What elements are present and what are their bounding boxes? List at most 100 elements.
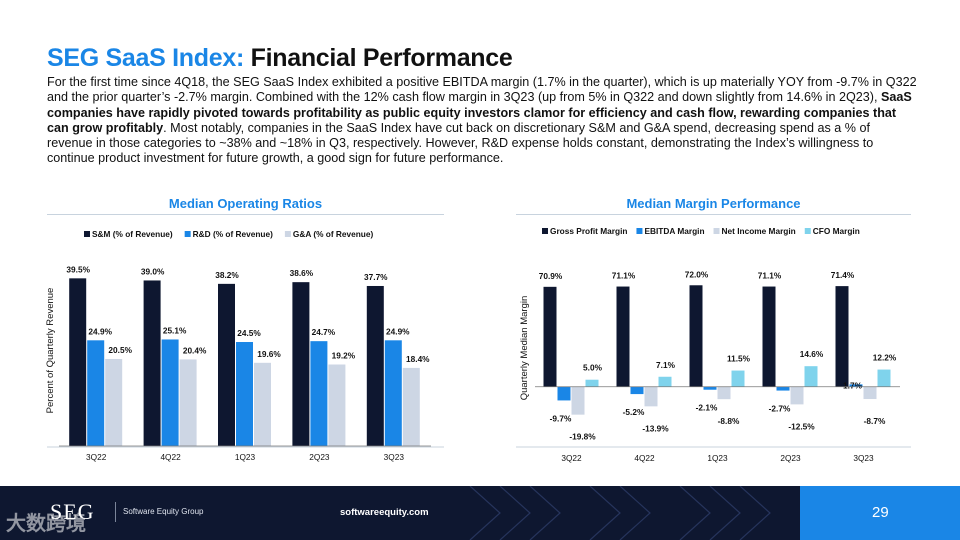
c1-x-tick-2: 1Q23 bbox=[235, 452, 256, 462]
c2-bar-3-0 bbox=[585, 379, 599, 387]
c2-data-label-2-3: -12.5% bbox=[788, 421, 815, 431]
c2-data-label-1-1: -5.2% bbox=[623, 407, 645, 417]
c1-x-tick-0: 3Q22 bbox=[86, 452, 107, 462]
c2-x-tick-2: 1Q23 bbox=[707, 453, 728, 463]
c1-bar-0-3 bbox=[292, 282, 310, 446]
c2-bar-0-3 bbox=[762, 286, 776, 387]
c1-data-label-0-4: 37.7% bbox=[364, 272, 388, 282]
company-name: Software Equity Group bbox=[123, 507, 204, 516]
c1-bar-0-2 bbox=[218, 283, 235, 446]
c1-x-tick-4: 3Q23 bbox=[384, 452, 405, 462]
c2-bar-1-0 bbox=[557, 386, 571, 401]
c1-bar-1-0 bbox=[87, 340, 105, 446]
intro-text-1: For the first time since 4Q18, the SEG S… bbox=[47, 75, 917, 105]
c2-bar-1-3 bbox=[776, 386, 790, 391]
c2-data-label-1-0: -9.7% bbox=[550, 413, 572, 423]
intro-bold-text: SaaS companies have rapidly pivoted towa… bbox=[47, 90, 912, 135]
chart1-title: Median Operating Ratios bbox=[168, 196, 323, 211]
title-rest: Financial Performance bbox=[250, 44, 513, 72]
c2-data-label-0-3: 71.1% bbox=[758, 271, 782, 281]
c1-bar-2-3 bbox=[328, 364, 346, 446]
c2-data-label-2-0: -19.8% bbox=[569, 432, 596, 442]
c1-bar-2-2 bbox=[254, 362, 271, 446]
c2-bar-0-4 bbox=[835, 286, 849, 387]
c1-bar-1-2 bbox=[236, 342, 253, 446]
footer-chevron-pattern bbox=[469, 486, 771, 540]
c2-bar-3-2 bbox=[731, 370, 745, 387]
c2-data-label-0-4: 71.4% bbox=[831, 270, 855, 280]
c1-data-label-2-0: 20.5% bbox=[108, 345, 132, 355]
c1-data-label-2-1: 20.4% bbox=[183, 345, 207, 355]
c1-data-label-2-4: 18.4% bbox=[406, 354, 430, 364]
c2-legend-swatch-3 bbox=[804, 228, 811, 234]
c1-bar-0-1 bbox=[143, 280, 161, 446]
c1-legend-swatch-0 bbox=[84, 231, 90, 237]
c1-data-label-2-3: 19.2% bbox=[332, 351, 356, 361]
c2-data-label-0-2: 72.0% bbox=[685, 269, 709, 279]
watermark-logo: 大数跨境 bbox=[6, 513, 86, 535]
intro-paragraph: For the first time since 4Q18, the SEG S… bbox=[47, 75, 917, 167]
c1-data-label-1-4: 24.9% bbox=[386, 326, 410, 336]
c2-legend-label-1: EBITDA Margin bbox=[644, 226, 704, 236]
c2-bar-1-2 bbox=[703, 386, 717, 390]
c2-legend-swatch-0 bbox=[542, 228, 548, 234]
c1-legend-swatch-2 bbox=[284, 231, 291, 237]
c1-x-tick-1: 4Q22 bbox=[160, 452, 181, 462]
c1-data-label-1-1: 25.1% bbox=[163, 325, 187, 335]
c2-data-label-1-3: -2.7% bbox=[769, 404, 791, 414]
c2-bar-2-3 bbox=[790, 386, 804, 405]
c1-bar-2-1 bbox=[179, 359, 197, 446]
website-link[interactable]: softwareequity.com bbox=[340, 507, 429, 518]
c2-x-tick-1: 4Q22 bbox=[634, 453, 655, 463]
c2-legend-swatch-1 bbox=[636, 228, 643, 234]
c2-data-label-1-4: 1.7% bbox=[843, 380, 863, 390]
page-number-panel bbox=[800, 486, 960, 540]
c2-data-label-2-4: -8.7% bbox=[864, 416, 886, 426]
intro-text-2: . Most notably, companies in the SaaS In… bbox=[47, 120, 874, 166]
c1-y-axis-label: Percent of Quarterly Revenue bbox=[45, 288, 56, 414]
c2-y-axis-label: Quarterly Median Margin bbox=[519, 296, 530, 401]
c2-bar-2-0 bbox=[571, 386, 585, 415]
c2-bar-1-1 bbox=[630, 386, 644, 395]
title-prefix: SEG SaaS Index: bbox=[47, 44, 244, 72]
c1-data-label-0-2: 38.2% bbox=[215, 270, 239, 280]
c2-data-label-2-2: -8.8% bbox=[718, 416, 740, 426]
c1-bar-2-4 bbox=[402, 367, 420, 446]
c1-legend-label-1: R&D (% of Revenue) bbox=[193, 229, 273, 239]
c1-bar-2-0 bbox=[105, 358, 123, 446]
c1-legend-label-0: S&M (% of Revenue) bbox=[92, 229, 173, 239]
c1-bar-1-4 bbox=[384, 340, 402, 446]
c2-bar-0-0 bbox=[543, 286, 557, 387]
c2-bar-3-4 bbox=[877, 369, 891, 387]
c2-legend-label-0: Gross Profit Margin bbox=[550, 226, 627, 236]
footer-bar: SEG Software Equity Group softwareequity… bbox=[0, 486, 960, 540]
c1-data-label-1-0: 24.9% bbox=[88, 326, 112, 336]
c2-bar-2-4 bbox=[863, 386, 877, 400]
c2-data-label-3-4: 12.2% bbox=[873, 353, 897, 363]
chart2-title: Median Margin Performance bbox=[626, 196, 801, 211]
c2-data-label-3-0: 5.0% bbox=[583, 363, 603, 373]
c1-data-label-0-0: 39.5% bbox=[66, 264, 90, 274]
c2-bar-0-1 bbox=[616, 286, 630, 387]
c1-bar-0-4 bbox=[366, 285, 384, 446]
c2-data-label-3-3: 14.6% bbox=[800, 349, 824, 359]
c2-data-label-1-2: -2.1% bbox=[696, 403, 718, 413]
c2-bar-3-1 bbox=[658, 376, 672, 387]
c1-data-label-0-1: 39.0% bbox=[141, 266, 165, 276]
c2-legend-label-2: Net Income Margin bbox=[722, 226, 796, 236]
c1-data-label-2-2: 19.6% bbox=[257, 349, 281, 359]
c2-bar-0-2 bbox=[689, 285, 703, 387]
c2-x-tick-4: 3Q23 bbox=[853, 453, 874, 463]
c2-x-tick-0: 3Q22 bbox=[561, 453, 582, 463]
chart1-title-rule bbox=[47, 214, 444, 215]
page-number: 29 bbox=[872, 504, 889, 521]
c2-bar-2-1 bbox=[644, 386, 658, 407]
c2-x-tick-3: 2Q23 bbox=[780, 453, 801, 463]
c1-data-label-0-3: 38.6% bbox=[290, 268, 314, 278]
c2-data-label-0-0: 70.9% bbox=[539, 271, 563, 281]
logo-divider bbox=[115, 502, 116, 522]
chart2-title-rule bbox=[516, 214, 911, 215]
c1-x-tick-3: 2Q23 bbox=[309, 452, 330, 462]
